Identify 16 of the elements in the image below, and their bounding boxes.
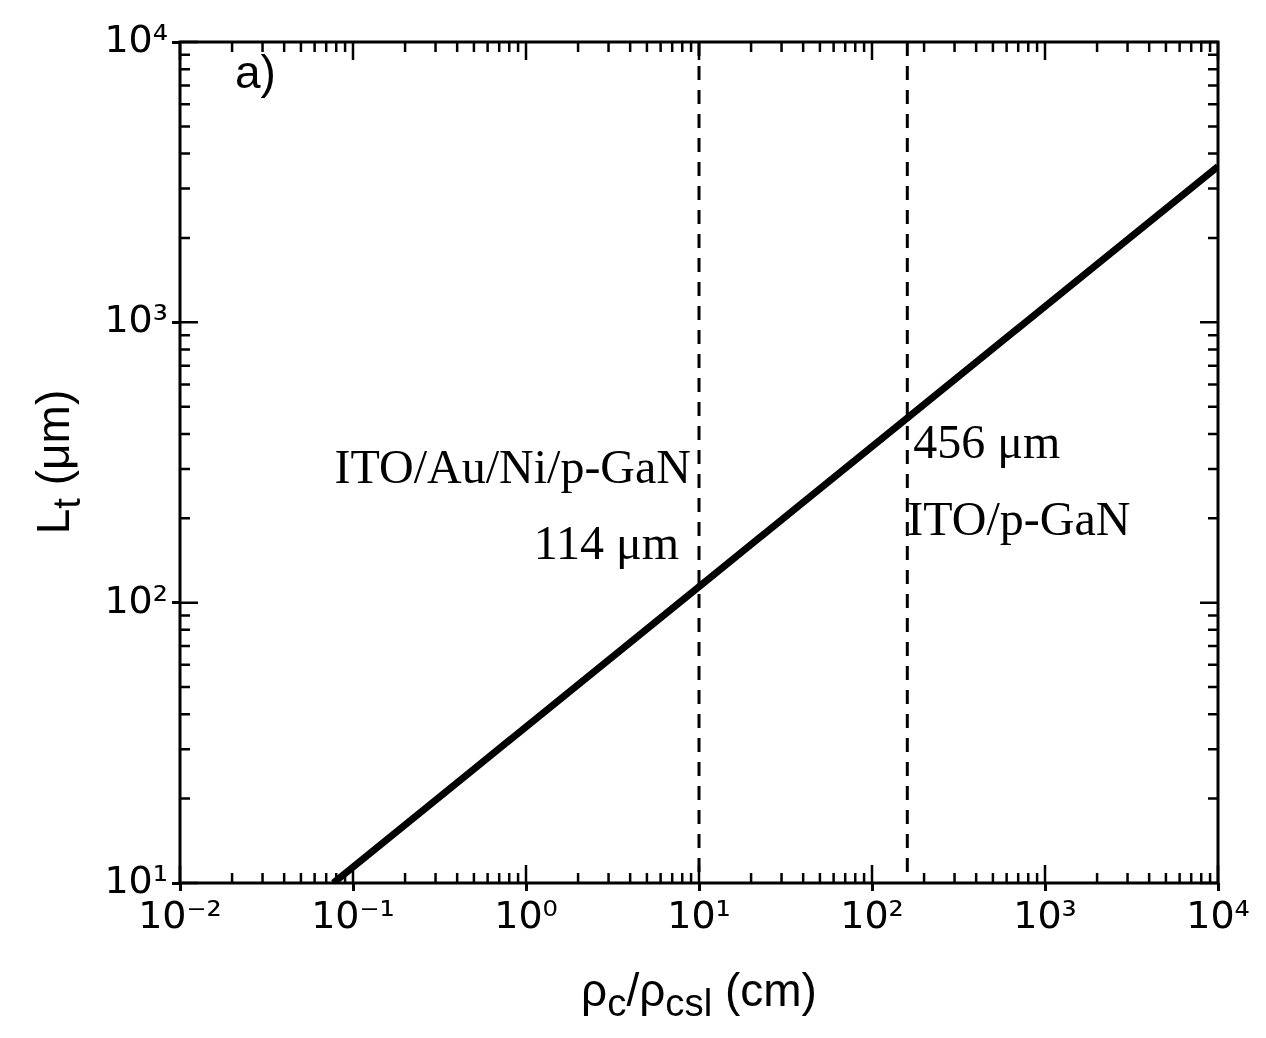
x-tick-label: 10¹ [667,892,731,937]
y-tick-label: 10³ [104,297,168,342]
annotation: ITO/p-GaN [907,491,1131,545]
y-tick-label: 10¹ [104,857,168,902]
annotation: 456 μm [913,415,1061,469]
x-tick-label: 10³ [1013,892,1077,937]
x-tick-label: 10⁰ [494,892,558,937]
x-tick-label: 10⁴ [1186,892,1250,937]
y-tick-label: 10² [104,577,168,622]
annotation: a) [235,46,276,99]
annotation: 114 μm [533,516,679,570]
x-axis-title: ρ$_{c}$/ρ$_{csl}$ (cm) [580,964,818,1027]
y-tick-label: 10⁴ [104,16,168,61]
x-tick-label: 10⁻¹ [311,892,395,937]
x-tick-label: 10² [840,892,904,937]
annotation: ITO/Au/Ni/p-GaN [334,439,691,493]
